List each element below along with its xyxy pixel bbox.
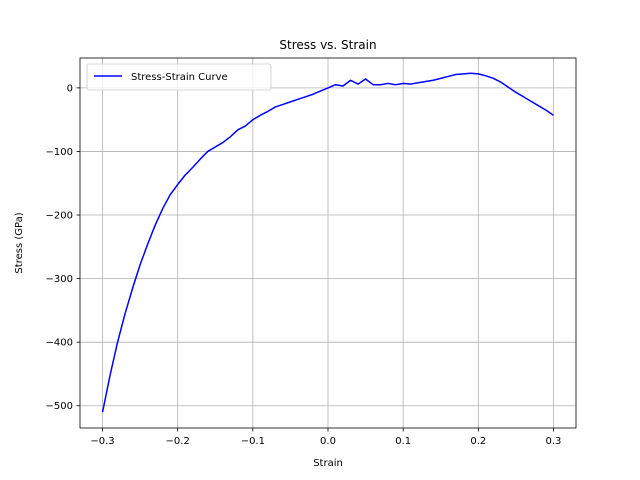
y-tick-label: −500 [46, 401, 73, 412]
series-layer [101, 72, 554, 413]
x-tick-label: 0.2 [470, 436, 486, 447]
x-tick-label: 0.0 [320, 436, 336, 447]
legend-box [86, 63, 272, 91]
legend: Stress-Strain Curve [86, 63, 272, 91]
series-line-stress-strain [101, 72, 554, 413]
x-tick-label: 0.1 [395, 436, 411, 447]
x-tick-label: −0.1 [241, 436, 265, 447]
y-tick-label: −400 [46, 338, 73, 349]
y-axis-ticks: −500 −400 −300 −200 −100 0 [46, 83, 80, 412]
x-tick-label: −0.2 [166, 436, 190, 447]
y-tick-label: −200 [46, 211, 73, 222]
x-tick-label: 0.3 [546, 436, 562, 447]
y-tick-label: −100 [46, 147, 73, 158]
y-axis-label: Stress (GPa) [14, 212, 25, 273]
chart-title: Stress vs. Strain [279, 38, 376, 52]
x-axis-label: Strain [313, 458, 343, 469]
x-tick-label: −0.3 [90, 436, 114, 447]
y-tick-label: 0 [67, 83, 73, 94]
legend-entry-label: Stress-Strain Curve [131, 72, 228, 83]
y-tick-label: −300 [46, 274, 73, 285]
x-axis-ticks: −0.3 −0.2 −0.1 0.0 0.1 0.2 0.3 [90, 428, 561, 447]
